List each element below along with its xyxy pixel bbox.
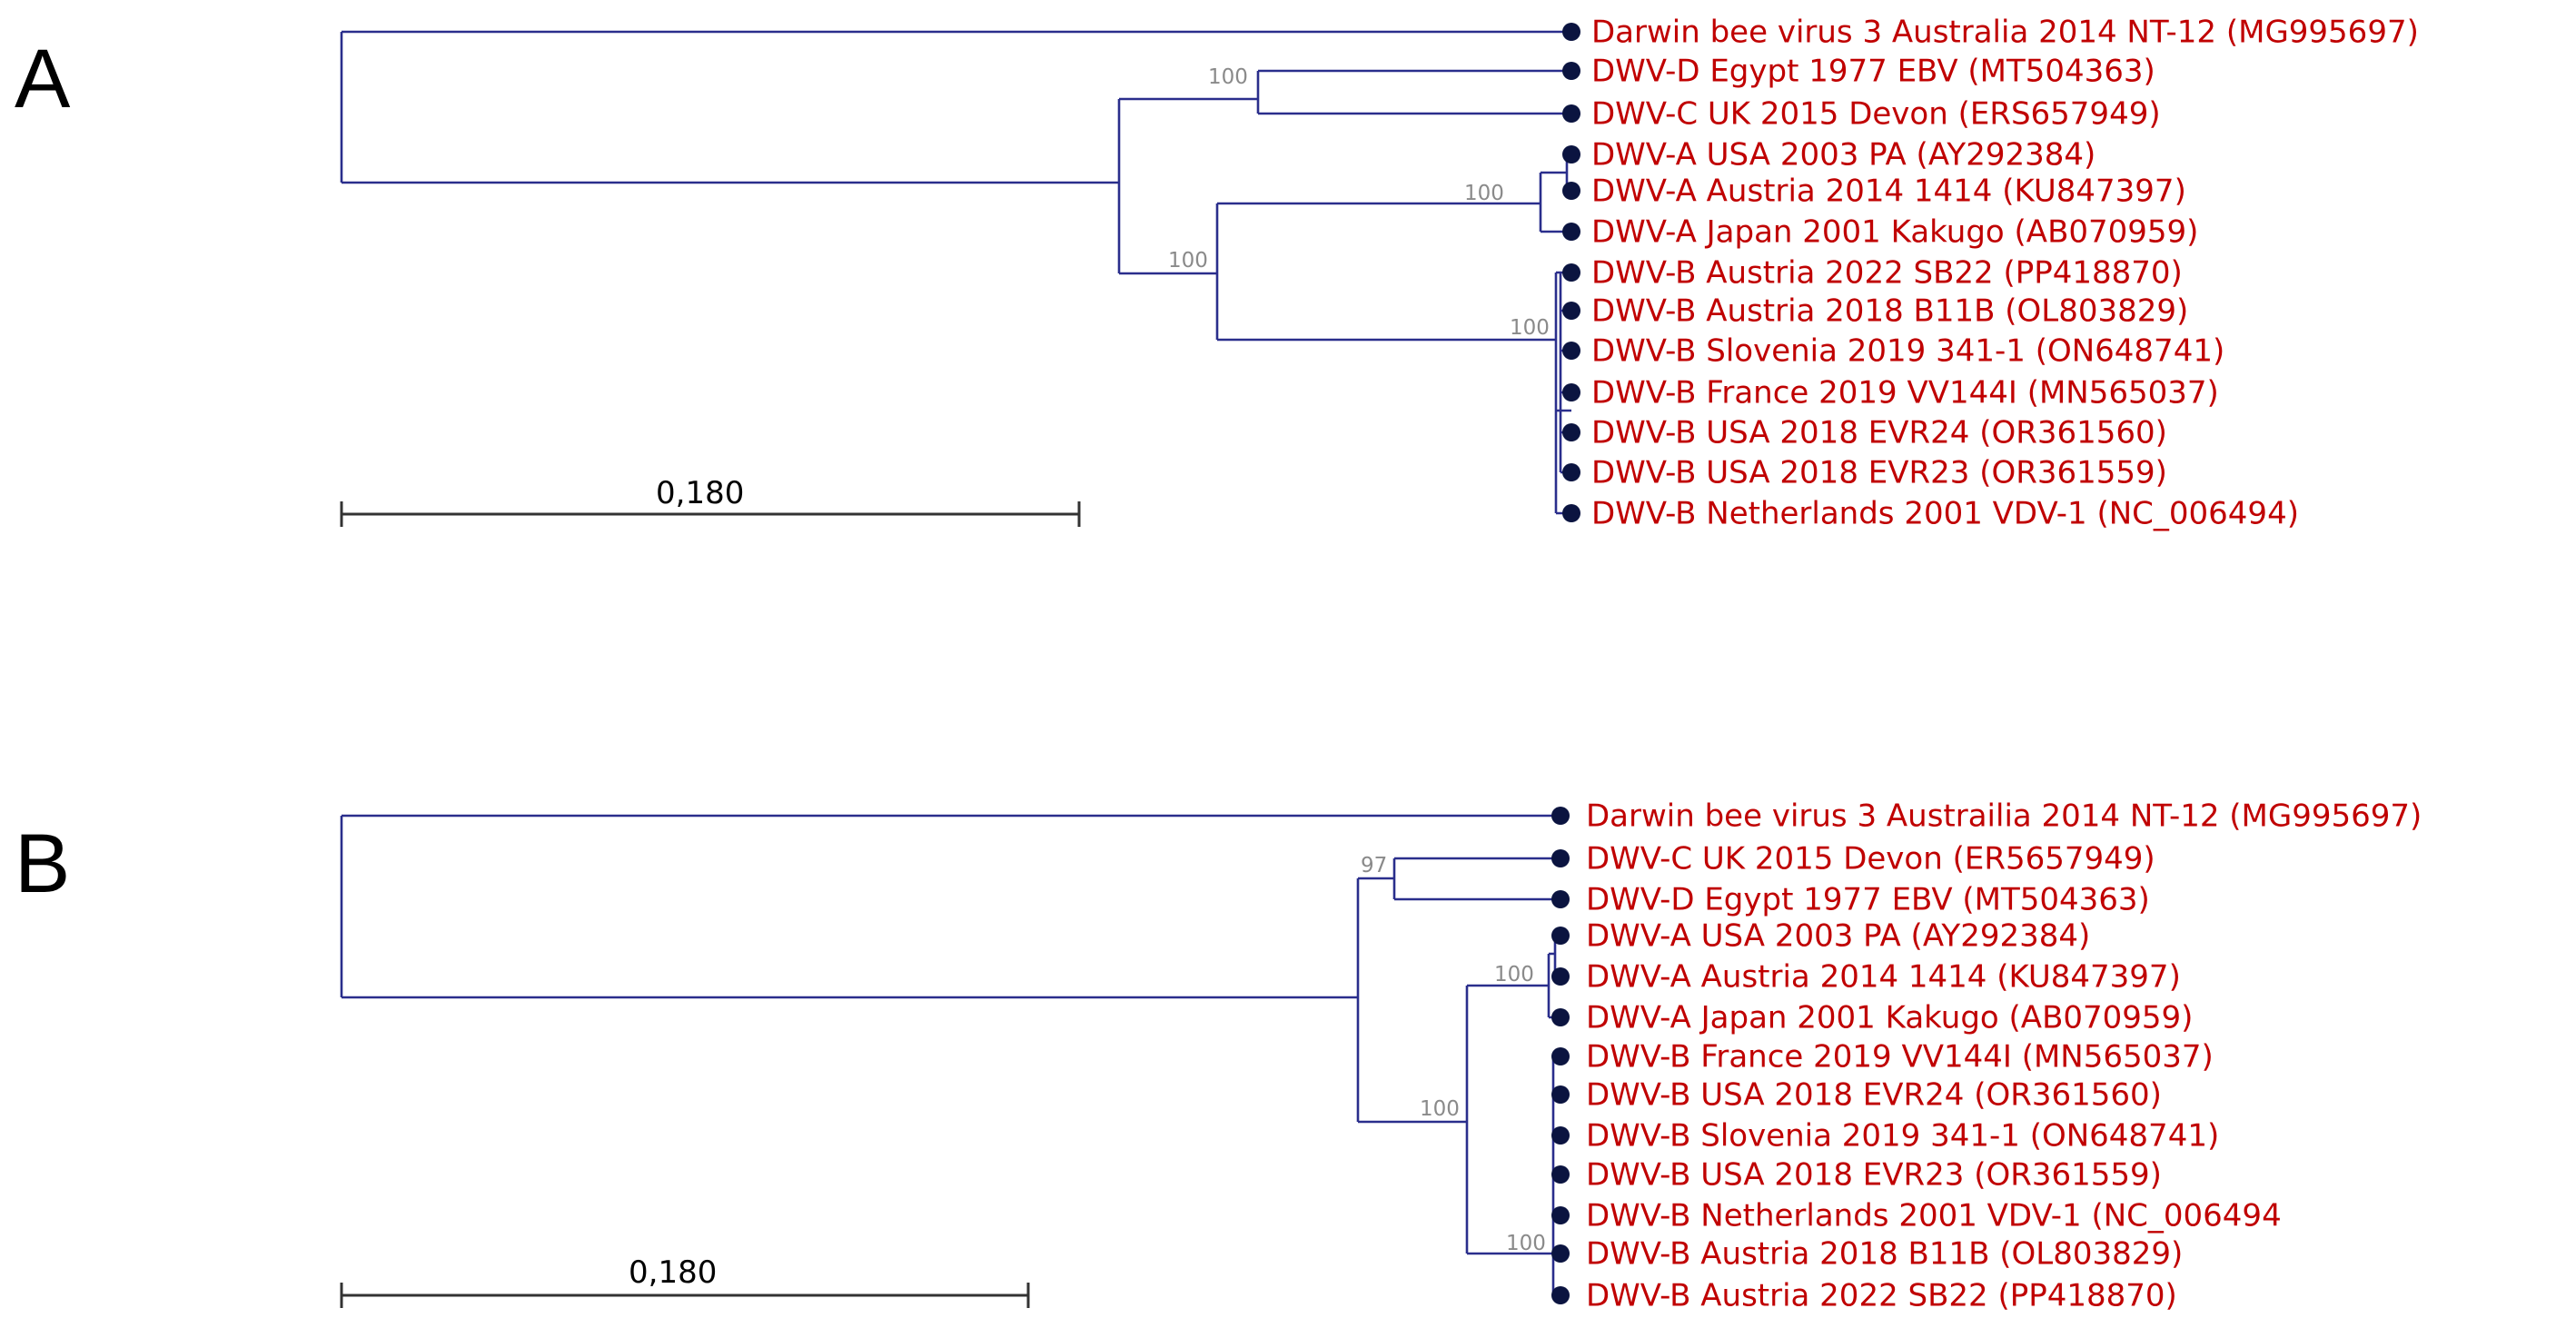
panel-a-dwv-node-branch bbox=[1117, 97, 1258, 275]
tip-label: DWV-B Slovenia 2019 341-1 (ON648741) bbox=[1591, 333, 2224, 370]
panel-b-support-b: 100 bbox=[1506, 1232, 1546, 1255]
panel-a: A 100 100 100 100 Darwin bee virus 3 Aus… bbox=[15, 15, 2419, 532]
tip-label: DWV-A USA 2003 PA (AY292384) bbox=[1586, 918, 2090, 955]
tip-label: Darwin bee virus 3 Australia 2014 NT-12 … bbox=[1591, 15, 2419, 51]
panel-b-cd-clade-branch bbox=[1392, 857, 1560, 901]
tip-node bbox=[1551, 807, 1570, 825]
panel-a-ab-clade-branch bbox=[1215, 202, 1556, 342]
panel-a-letter: A bbox=[15, 33, 71, 125]
panel-b-scale-line bbox=[340, 1283, 1030, 1308]
tip-label: DWV-B Austria 2022 SB22 (PP418870) bbox=[1591, 255, 2183, 292]
tip-node bbox=[1551, 967, 1570, 986]
tip-node bbox=[1551, 1085, 1570, 1104]
tip-label: DWV-A Austria 2014 1414 (KU847397) bbox=[1591, 173, 2186, 210]
tip-node bbox=[1551, 1047, 1570, 1065]
panel-b-support-a: 100 bbox=[1494, 963, 1534, 986]
tip-node bbox=[1562, 423, 1580, 441]
tip-node bbox=[1551, 1244, 1570, 1263]
tip-label: DWV-B Netherlands 2001 VDV-1 (NC_006494) bbox=[1591, 496, 2299, 532]
panel-b-scale-label: 0,180 bbox=[629, 1254, 717, 1291]
tip-node bbox=[1562, 342, 1580, 360]
tip-label: DWV-D Egypt 1977 EBV (MT504363) bbox=[1591, 54, 2155, 90]
tip-node bbox=[1562, 302, 1580, 320]
tip-label: DWV-A Austria 2014 1414 (KU847397) bbox=[1586, 959, 2181, 996]
tip-node bbox=[1562, 62, 1580, 80]
panel-a-support-cd: 100 bbox=[1208, 65, 1248, 89]
tip-label: DWV-B Netherlands 2001 VDV-1 (NC_006494 bbox=[1586, 1198, 2282, 1234]
tip-label: DWV-B USA 2018 EVR24 (OR361560) bbox=[1586, 1077, 2162, 1114]
tip-label: DWV-D Egypt 1977 EBV (MT504363) bbox=[1586, 882, 2150, 918]
tip-label: DWV-B USA 2018 EVR23 (OR361559) bbox=[1591, 455, 2167, 491]
panel-a-scale-bar: 0,180 bbox=[340, 475, 1081, 527]
tip-node bbox=[1562, 263, 1580, 282]
panel-a-support-b: 100 bbox=[1510, 316, 1550, 340]
tip-label: DWV-B Austria 2022 SB22 (PP418870) bbox=[1586, 1278, 2177, 1314]
panel-a-cd-clade-branch bbox=[1256, 69, 1571, 115]
panel-b-dwv-node-branch bbox=[1356, 877, 1467, 1124]
tip-label: DWV-C UK 2015 Devon (ERS657949) bbox=[1591, 96, 2161, 133]
tip-node bbox=[1551, 1165, 1570, 1184]
tip-node bbox=[1551, 1286, 1570, 1304]
tip-label: DWV-B France 2019 VV144I (MN565037) bbox=[1591, 375, 2219, 411]
tip-label: DWV-B France 2019 VV144I (MN565037) bbox=[1586, 1039, 2214, 1075]
panel-a-scale-label: 0,180 bbox=[656, 475, 744, 511]
tip-node bbox=[1562, 23, 1580, 41]
panel-b-letter: B bbox=[15, 818, 70, 910]
panel-a-support-a: 100 bbox=[1464, 182, 1504, 205]
panel-a-scale-line bbox=[340, 501, 1081, 527]
tip-label: DWV-B USA 2018 EVR24 (OR361560) bbox=[1591, 415, 2167, 451]
panel-a-support-ab: 100 bbox=[1168, 249, 1208, 273]
tip-node bbox=[1562, 145, 1580, 164]
tip-node bbox=[1562, 104, 1580, 123]
tip-node bbox=[1562, 463, 1580, 481]
panel-b-support-ab: 100 bbox=[1420, 1097, 1460, 1121]
panel-b-scale-bar: 0,180 bbox=[340, 1254, 1030, 1308]
tip-node bbox=[1551, 927, 1570, 945]
panel-a-branches bbox=[340, 30, 1571, 515]
panel-b-ab-clade-branch bbox=[1465, 984, 1553, 1255]
panel-b: B 97 100 100 100 Darwin bee virus 3 Aust… bbox=[15, 798, 2422, 1314]
panel-b-root-branch bbox=[340, 814, 1560, 999]
panel-a-tips: Darwin bee virus 3 Australia 2014 NT-12 … bbox=[1562, 15, 2419, 532]
tip-node bbox=[1551, 1126, 1570, 1145]
panel-b-tips: Darwin bee virus 3 Austrailia 2014 NT-12… bbox=[1551, 798, 2422, 1314]
tip-label: DWV-B Austria 2018 B11B (OL803829) bbox=[1586, 1236, 2183, 1273]
tip-node bbox=[1551, 1008, 1570, 1026]
panel-b-support-cd: 97 bbox=[1361, 854, 1387, 877]
panel-b-branches bbox=[340, 814, 1560, 1297]
tip-label: DWV-B Slovenia 2019 341-1 (ON648741) bbox=[1586, 1118, 2219, 1155]
tip-label: DWV-C UK 2015 Devon (ER5657949) bbox=[1586, 841, 2155, 877]
tip-label: Darwin bee virus 3 Austrailia 2014 NT-12… bbox=[1586, 798, 2422, 835]
tip-label: DWV-A USA 2003 PA (AY292384) bbox=[1591, 137, 2095, 173]
tip-label: DWV-B USA 2018 EVR23 (OR361559) bbox=[1586, 1157, 2162, 1194]
tip-label: DWV-B Austria 2018 B11B (OL803829) bbox=[1591, 293, 2188, 330]
tip-node bbox=[1562, 223, 1580, 241]
tip-node bbox=[1562, 182, 1580, 200]
tip-node bbox=[1551, 890, 1570, 908]
tip-node bbox=[1562, 383, 1580, 401]
tip-node bbox=[1551, 849, 1570, 867]
panel-a-root-branch bbox=[340, 30, 1571, 184]
tip-label: DWV-A Japan 2001 Kakugo (AB070959) bbox=[1591, 214, 2198, 251]
tip-node bbox=[1551, 1206, 1570, 1224]
tip-label: DWV-A Japan 2001 Kakugo (AB070959) bbox=[1586, 1000, 2193, 1036]
tip-node bbox=[1562, 504, 1580, 522]
